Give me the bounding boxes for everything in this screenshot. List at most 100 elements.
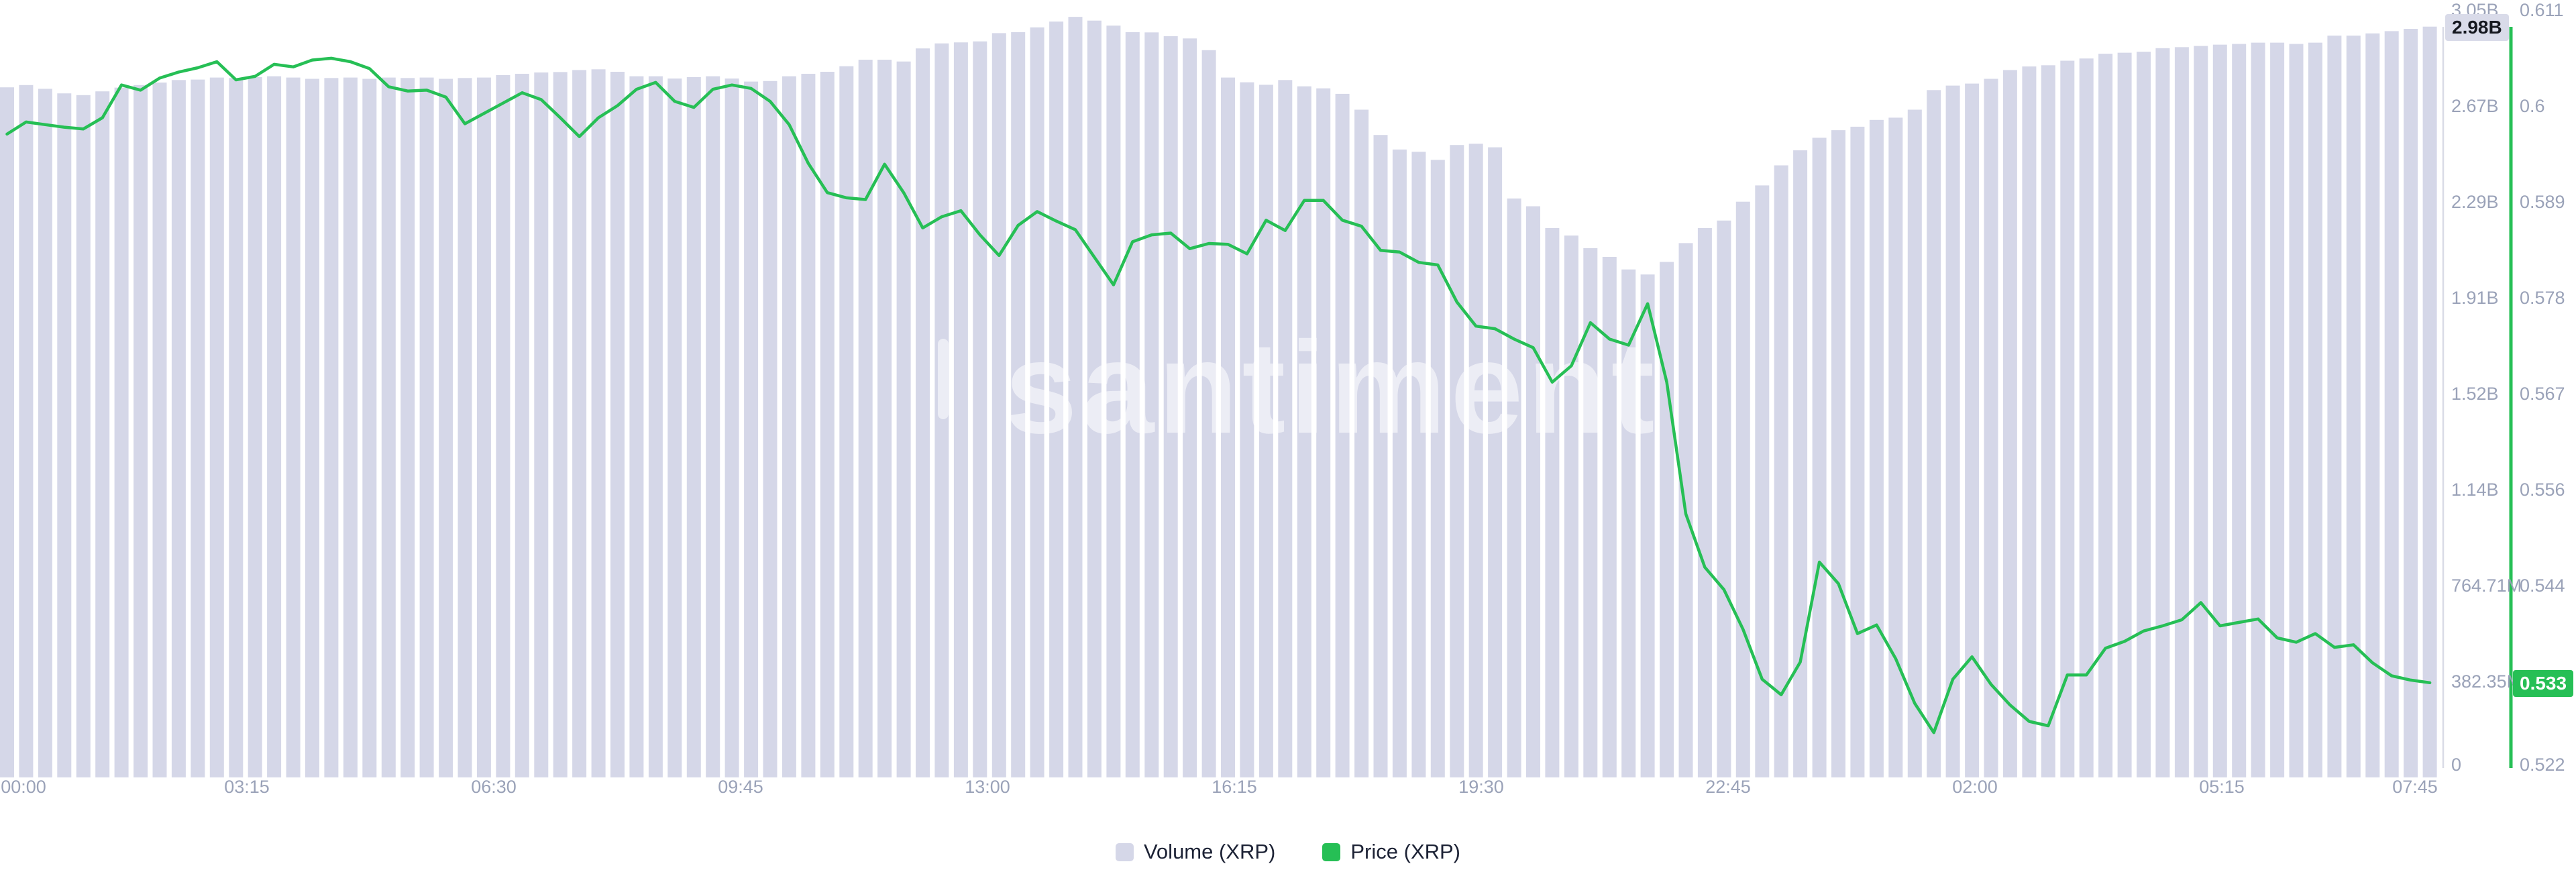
volume-bar[interactable]	[2270, 42, 2285, 778]
volume-bar[interactable]	[1297, 86, 1311, 778]
volume-bar[interactable]	[1125, 32, 1140, 777]
volume-bar[interactable]	[95, 91, 110, 777]
volume-bar[interactable]	[76, 95, 91, 778]
volume-bar[interactable]	[1717, 220, 1731, 777]
volume-bar[interactable]	[2041, 65, 2055, 777]
volume-bar[interactable]	[133, 85, 148, 777]
volume-bar[interactable]	[1907, 109, 1922, 778]
volume-bar[interactable]	[1335, 93, 1350, 777]
volume-bar[interactable]	[858, 60, 873, 777]
volume-bar[interactable]	[2365, 33, 2380, 777]
volume-bar[interactable]	[1468, 144, 1483, 778]
volume-bar[interactable]	[648, 76, 663, 778]
volume-bar[interactable]	[916, 48, 930, 778]
volume-bar[interactable]	[1660, 262, 1674, 778]
volume-bar[interactable]	[877, 60, 892, 777]
volume-bar[interactable]	[2117, 52, 2132, 778]
volume-bar[interactable]	[953, 42, 968, 778]
volume-bar[interactable]	[1087, 20, 1102, 778]
volume-bar[interactable]	[286, 77, 301, 778]
volume-bar[interactable]	[1068, 17, 1083, 778]
volume-bar[interactable]	[534, 72, 549, 778]
volume-bar[interactable]	[343, 77, 358, 778]
volume-bar[interactable]	[2308, 42, 2322, 778]
price-line[interactable]	[5, 56, 2432, 734]
volume-bar[interactable]	[381, 77, 396, 778]
volume-bar[interactable]	[362, 78, 377, 778]
volume-bar[interactable]	[1564, 235, 1578, 777]
volume-bar[interactable]	[324, 78, 339, 777]
volume-bar[interactable]	[267, 76, 282, 778]
volume-bar[interactable]	[1735, 201, 1750, 777]
volume-bar[interactable]	[839, 66, 854, 777]
volume-bar[interactable]	[2155, 48, 2170, 777]
volume-bar[interactable]	[2232, 44, 2247, 778]
volume-bar[interactable]	[1450, 145, 1464, 777]
volume-bar[interactable]	[2346, 36, 2361, 778]
volume-bar[interactable]	[419, 77, 434, 778]
volume-bar[interactable]	[2098, 54, 2113, 778]
volume-bar[interactable]	[1755, 185, 1770, 777]
volume-bar[interactable]	[1965, 83, 1980, 778]
volume-bar[interactable]	[610, 72, 625, 777]
volume-bar[interactable]	[1240, 82, 1254, 778]
volume-bar[interactable]	[400, 78, 415, 777]
volume-bar[interactable]	[191, 79, 205, 778]
volume-bar[interactable]	[19, 85, 34, 777]
volume-bar[interactable]	[458, 78, 472, 777]
volume-bar[interactable]	[1354, 109, 1369, 778]
volume-bar[interactable]	[686, 76, 701, 777]
volume-bar[interactable]	[476, 77, 491, 778]
volume-bar[interactable]	[1621, 269, 1636, 777]
volume-bar[interactable]	[1927, 90, 1941, 777]
volume-bar[interactable]	[1507, 198, 1521, 777]
volume-bar[interactable]	[1049, 21, 1064, 778]
volume-bar[interactable]	[248, 76, 262, 777]
volume-bar[interactable]	[820, 72, 835, 777]
volume-bar[interactable]	[572, 70, 587, 777]
volume-bar[interactable]	[1258, 85, 1273, 777]
volume-bar[interactable]	[2022, 66, 2037, 778]
volume-bar[interactable]	[515, 74, 529, 777]
volume-bar[interactable]	[1774, 165, 1788, 778]
volume-bar[interactable]	[1316, 88, 1331, 778]
volume-bar[interactable]	[2404, 29, 2418, 777]
volume-bar[interactable]	[2174, 47, 2189, 777]
volume-bar[interactable]	[1201, 50, 1216, 777]
volume-bar[interactable]	[1392, 149, 1407, 777]
volume-bar[interactable]	[2251, 42, 2265, 778]
volume-bar[interactable]	[1221, 77, 1235, 778]
volume-bar[interactable]	[1602, 257, 1617, 777]
volume-bar[interactable]	[1583, 248, 1598, 777]
volume-bar[interactable]	[2327, 36, 2342, 778]
volume-bar[interactable]	[763, 80, 777, 777]
volume-bar[interactable]	[496, 74, 511, 777]
volume-bar[interactable]	[2384, 31, 2399, 777]
volume-bar[interactable]	[1183, 38, 1197, 777]
volume-bar[interactable]	[171, 80, 186, 777]
volume-bar[interactable]	[1411, 152, 1426, 778]
volume-bar[interactable]	[2060, 60, 2075, 778]
volume-bar[interactable]	[229, 78, 244, 777]
volume-bar[interactable]	[1812, 138, 1827, 777]
volume-bar[interactable]	[1526, 206, 1540, 778]
volume-bar[interactable]	[114, 87, 129, 778]
volume-bar[interactable]	[1888, 117, 1903, 777]
volume-bar[interactable]	[1430, 160, 1445, 778]
volume-bar[interactable]	[1545, 228, 1560, 777]
volume-bar[interactable]	[1984, 78, 1998, 778]
volume-bar[interactable]	[305, 78, 319, 778]
volume-bar[interactable]	[2289, 44, 2304, 778]
legend-item-volume[interactable]: Volume (XRP)	[1115, 840, 1275, 864]
volume-bar[interactable]	[801, 74, 816, 777]
volume-bar[interactable]	[744, 81, 759, 778]
volume-bar[interactable]	[57, 93, 72, 777]
volume-bar[interactable]	[209, 77, 224, 778]
volume-bar[interactable]	[1106, 25, 1121, 778]
volume-bar[interactable]	[782, 76, 796, 778]
volume-bar[interactable]	[1163, 36, 1178, 777]
volume-bar[interactable]	[38, 89, 52, 777]
volume-bar[interactable]	[2079, 58, 2094, 778]
volume-bar[interactable]	[991, 33, 1006, 777]
